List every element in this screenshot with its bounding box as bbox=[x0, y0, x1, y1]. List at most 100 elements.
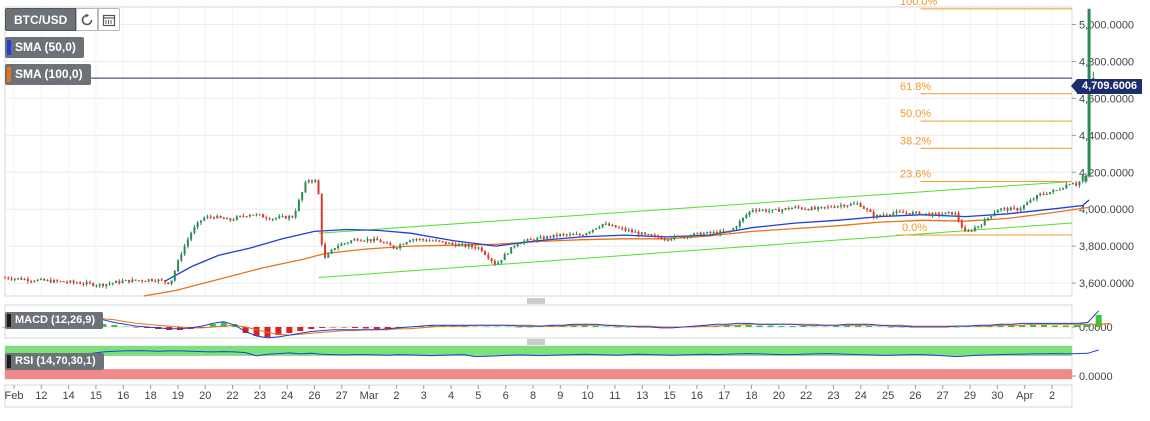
candle-body bbox=[902, 211, 905, 213]
macd-histogram-bar bbox=[308, 327, 315, 329]
candle-body bbox=[353, 239, 356, 241]
candle-body bbox=[1019, 208, 1022, 211]
candle-body bbox=[92, 283, 95, 286]
rsi-resize-handle[interactable] bbox=[527, 339, 545, 345]
candle-body bbox=[359, 240, 362, 242]
main-pane-frame bbox=[4, 6, 1073, 297]
sma50-legend[interactable]: SMA (50,0) bbox=[5, 37, 84, 58]
candle-body bbox=[477, 247, 480, 249]
macd-resize-handle[interactable] bbox=[527, 298, 545, 304]
macd-histogram-bar bbox=[822, 326, 829, 327]
x-tick-label: 30 bbox=[991, 390, 1003, 402]
sma100-legend[interactable]: SMA (100,0) bbox=[5, 64, 91, 85]
candle-body bbox=[363, 240, 366, 242]
refresh-icon bbox=[82, 13, 93, 25]
candle-body bbox=[229, 218, 232, 221]
x-tick-label: 17 bbox=[718, 390, 730, 402]
candle-body bbox=[908, 213, 911, 215]
rsi-line bbox=[5, 349, 1099, 358]
sma100-swatch bbox=[7, 67, 11, 82]
refresh-button[interactable] bbox=[76, 8, 99, 31]
candle-body bbox=[405, 242, 408, 245]
macd-histogram-bar bbox=[964, 326, 971, 327]
candle-body bbox=[23, 279, 26, 281]
candle-body bbox=[320, 194, 323, 245]
sma50-swatch bbox=[7, 40, 11, 55]
candle-body bbox=[1045, 194, 1048, 196]
candle-body bbox=[823, 206, 826, 208]
symbol-label[interactable]: BTC/USD bbox=[5, 8, 77, 31]
candle-body bbox=[732, 228, 735, 232]
x-tick-label: Apr bbox=[1016, 390, 1033, 402]
macd-histogram-bar bbox=[209, 324, 216, 327]
candle-body bbox=[513, 246, 516, 248]
candle-body bbox=[875, 214, 878, 218]
candle-body bbox=[885, 214, 888, 216]
candle-body bbox=[562, 234, 565, 236]
candle-body bbox=[791, 207, 794, 210]
candle-body bbox=[699, 232, 702, 236]
candle-body bbox=[310, 180, 313, 182]
candle-body bbox=[79, 282, 82, 284]
candle-body bbox=[879, 214, 882, 216]
candle-body bbox=[539, 236, 542, 239]
candle-body bbox=[412, 239, 415, 241]
fib-level-label: 23.6% bbox=[900, 169, 931, 181]
candle-body bbox=[973, 227, 976, 231]
macd-histogram-bar bbox=[526, 327, 533, 328]
macd-histogram-bar bbox=[516, 327, 523, 328]
rsi-legend[interactable]: RSI (14,70,30,1) bbox=[5, 353, 104, 370]
calendar-button[interactable] bbox=[98, 8, 121, 31]
candle-body bbox=[177, 260, 180, 272]
candle-body bbox=[435, 240, 438, 242]
candle-body bbox=[728, 230, 731, 232]
macd-histogram-bar bbox=[483, 326, 490, 327]
candle-body bbox=[474, 247, 477, 249]
candle-body bbox=[836, 205, 839, 208]
candle-body bbox=[709, 231, 712, 234]
candle-body bbox=[49, 279, 52, 283]
candle-body bbox=[451, 242, 454, 245]
candle-body bbox=[128, 279, 131, 283]
candle-body bbox=[516, 243, 519, 247]
candle-body bbox=[297, 200, 300, 211]
candle-body bbox=[523, 241, 526, 244]
candle-body bbox=[941, 214, 944, 216]
x-tick-label: 22 bbox=[800, 390, 812, 402]
macd-legend[interactable]: MACD (12,26,9) bbox=[5, 312, 104, 329]
candle-body bbox=[105, 284, 108, 287]
candle-body bbox=[866, 208, 869, 210]
candle-body bbox=[190, 232, 193, 240]
candle-body bbox=[1006, 208, 1009, 211]
candle-body bbox=[722, 230, 725, 232]
macd-histogram-bar bbox=[253, 327, 260, 336]
rsi-label: RSI (14,70,30,1) bbox=[15, 355, 96, 367]
candle-body bbox=[98, 284, 101, 286]
macd-histogram-bar bbox=[887, 327, 894, 328]
macd-histogram-bar bbox=[373, 327, 380, 329]
candle-body bbox=[657, 235, 660, 238]
candle-body bbox=[180, 254, 183, 261]
candle-body bbox=[448, 242, 451, 244]
candle-body bbox=[271, 218, 274, 220]
candle-body bbox=[245, 216, 248, 218]
x-tick-label: Mar bbox=[360, 390, 379, 402]
candle-body bbox=[1058, 189, 1061, 191]
macd-histogram-bar bbox=[570, 325, 577, 327]
candle-body bbox=[1032, 199, 1035, 201]
candle-body bbox=[830, 206, 833, 208]
macd-histogram-bar bbox=[1019, 325, 1026, 327]
candle-body bbox=[356, 239, 359, 241]
candle-body bbox=[461, 243, 464, 245]
macd-label: MACD (12,26,9) bbox=[15, 314, 96, 326]
x-tick-label: 8 bbox=[530, 390, 536, 402]
candle-body bbox=[627, 229, 630, 231]
candle-body bbox=[888, 214, 891, 216]
macd-histogram-bar bbox=[133, 327, 140, 328]
candle-body bbox=[222, 217, 225, 219]
macd-histogram-bar bbox=[341, 327, 348, 328]
candle-body bbox=[183, 246, 186, 255]
fib-level-label: 61.8% bbox=[900, 81, 931, 93]
